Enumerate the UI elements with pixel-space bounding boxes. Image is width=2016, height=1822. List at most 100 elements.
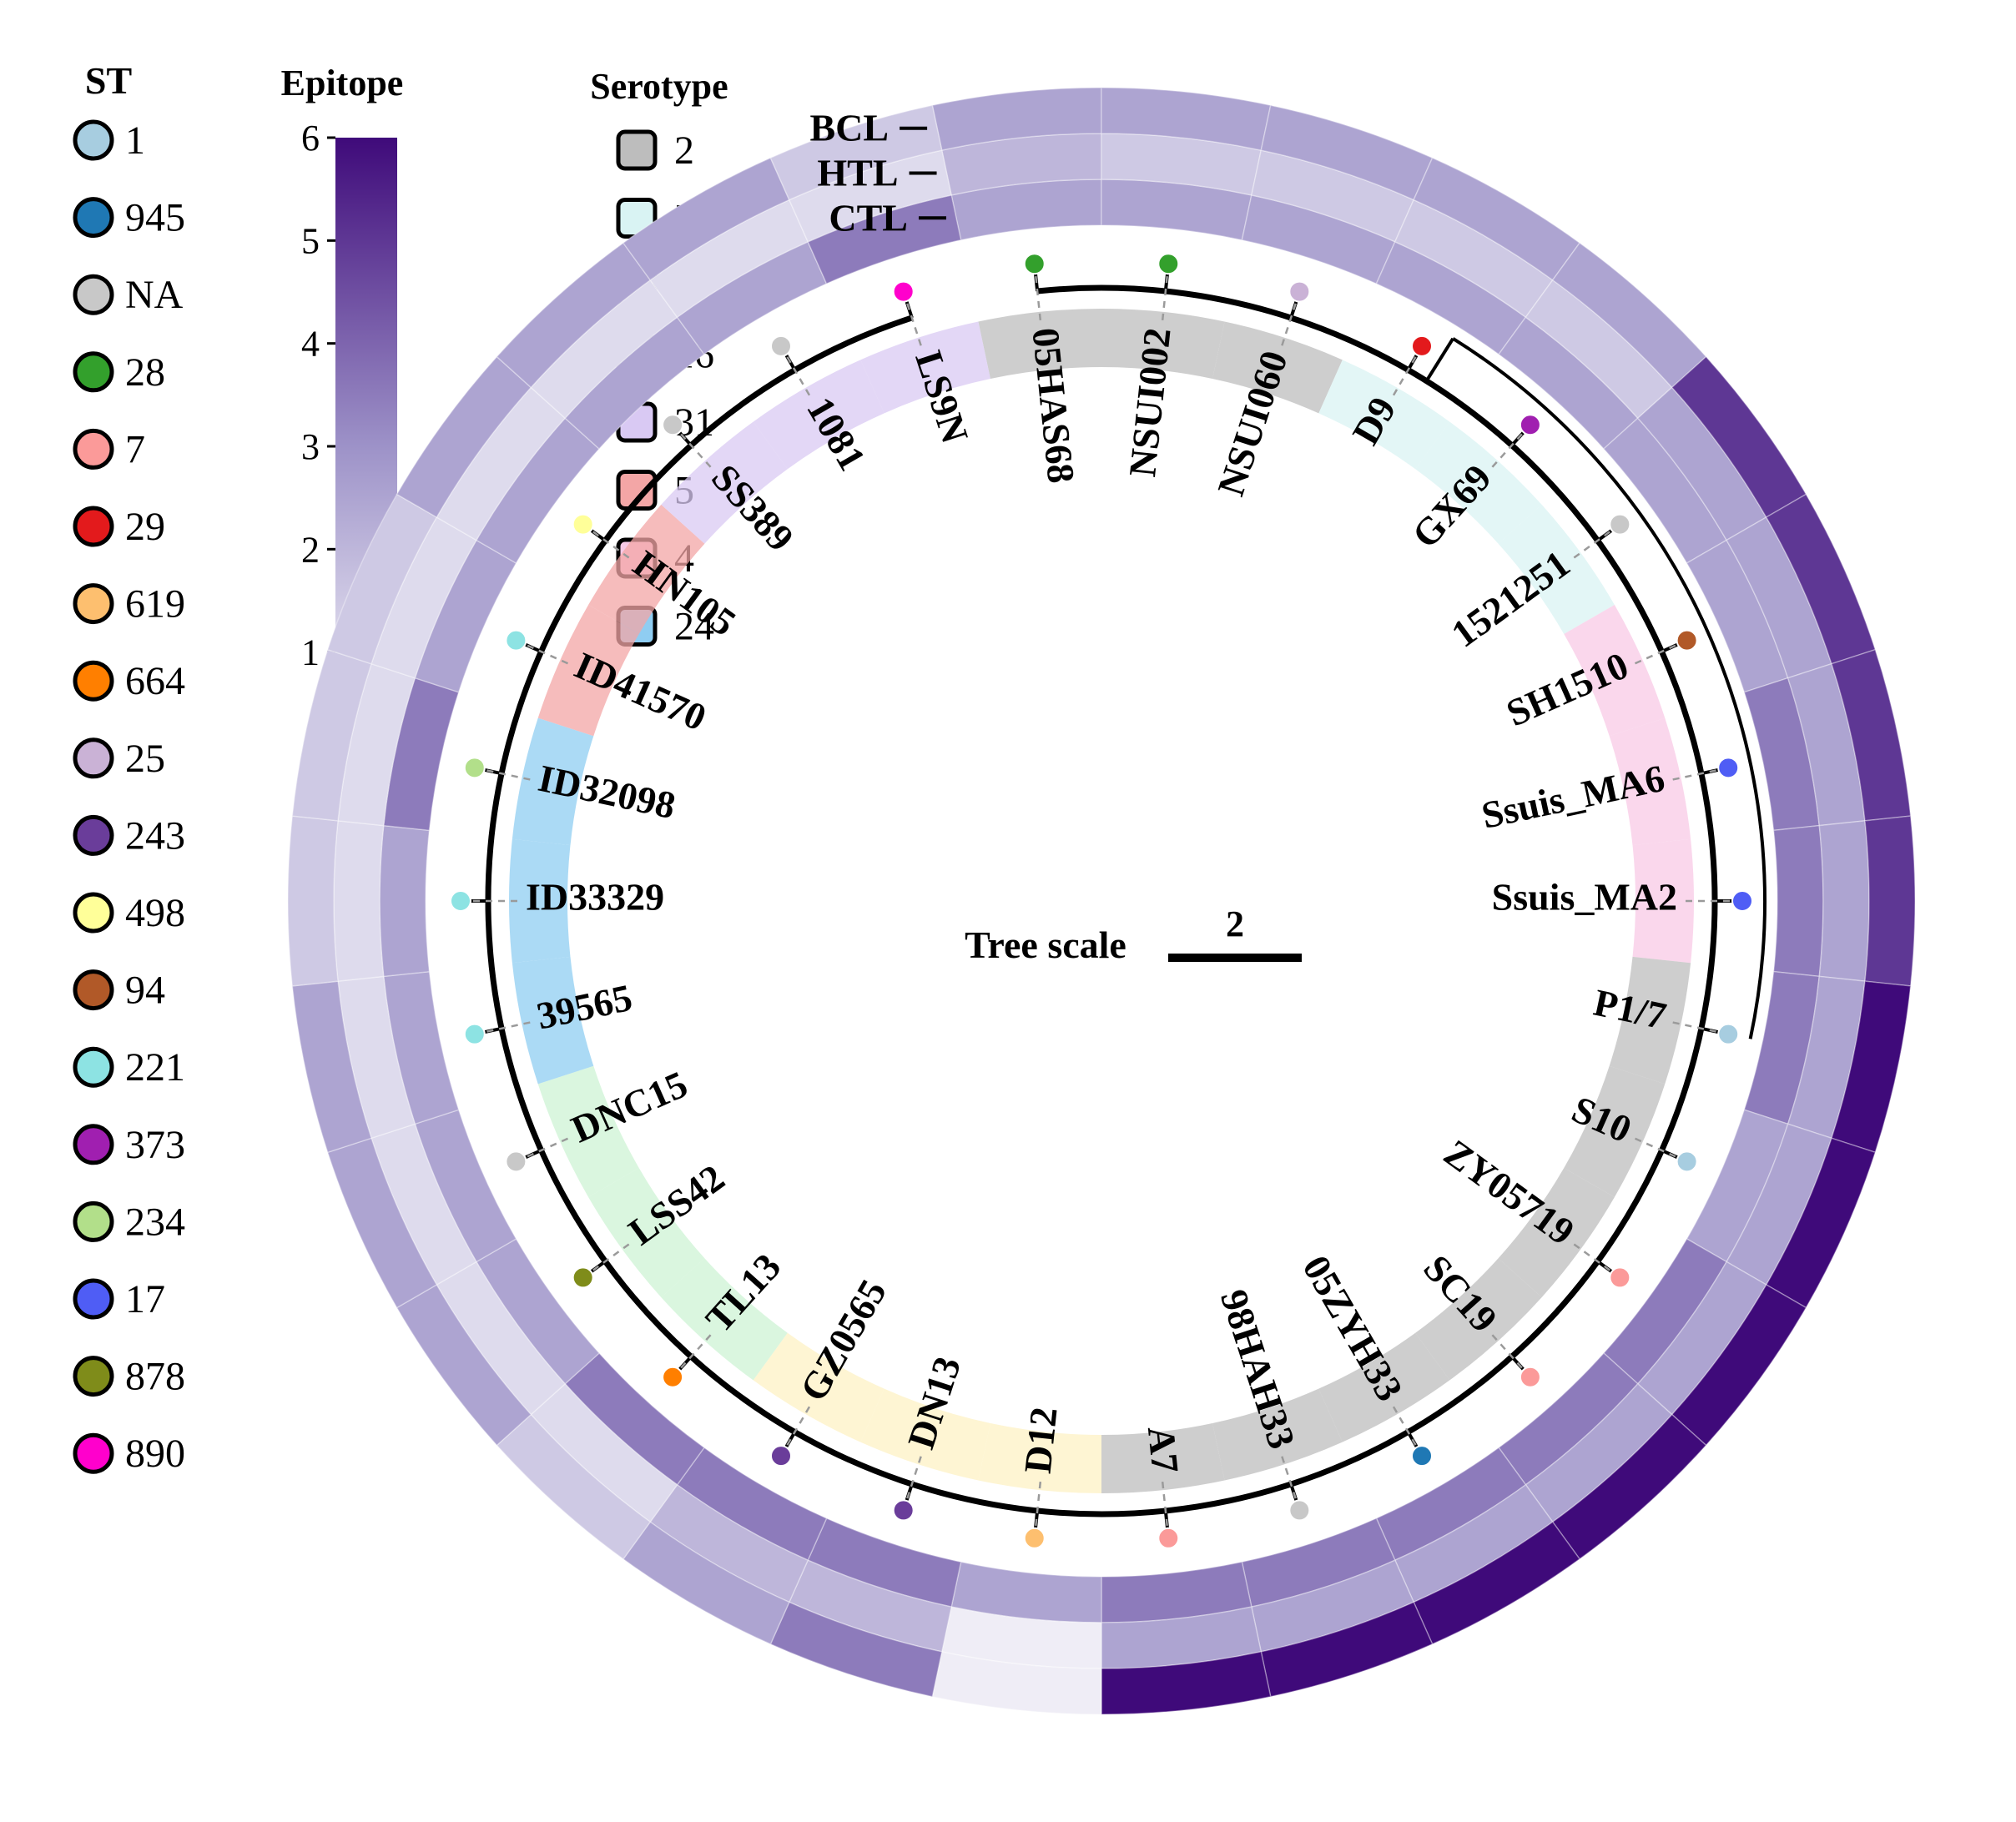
st-legend-marker xyxy=(73,506,114,547)
leader-line xyxy=(1672,1021,1729,1035)
serotype-sector xyxy=(753,360,885,470)
st-marker xyxy=(1157,1527,1180,1549)
epitope-tick-label: 5 xyxy=(301,220,320,261)
ring-label: BCL xyxy=(810,107,890,149)
serotype-sector xyxy=(1318,1332,1450,1442)
st-legend-label: 25 xyxy=(125,737,165,781)
st-legend-marker xyxy=(73,1356,114,1397)
st-legend-item: 234 xyxy=(73,1200,185,1244)
st-legend-title: ST xyxy=(85,59,132,102)
st-marker xyxy=(892,1499,915,1522)
tree-branch xyxy=(1424,337,1454,382)
st-legend-marker xyxy=(73,428,114,470)
st-legend-label: 945 xyxy=(125,196,185,240)
epitope-heat-cell xyxy=(1498,1351,1639,1486)
epitope-heat-cell xyxy=(807,1517,962,1608)
st-legend-marker xyxy=(73,119,114,161)
epitope-tick-label: 3 xyxy=(301,426,320,467)
st-legend-item: 890 xyxy=(73,1432,185,1476)
epitope-tick-label: 4 xyxy=(301,324,320,365)
serotype-sector xyxy=(860,321,990,414)
st-legend-item: 619 xyxy=(73,582,185,627)
leader-lines xyxy=(461,264,1742,1538)
epitope-heat-cell xyxy=(414,1109,517,1263)
st-legend-marker xyxy=(73,969,114,1011)
st-legend-item: 373 xyxy=(73,1123,185,1167)
st-marker xyxy=(1519,414,1541,436)
epitope-heat-cell xyxy=(1686,1109,1789,1263)
serotype-sector xyxy=(1632,838,1694,964)
st-legend-label: 498 xyxy=(125,891,185,935)
epitope-heat-cell xyxy=(1772,824,1824,978)
st-marker xyxy=(1609,1266,1631,1289)
epitope-heat-cell xyxy=(769,104,943,201)
st-legend-item: 221 xyxy=(73,1045,185,1090)
epitope-heat-cell xyxy=(379,824,431,978)
epitope-heat-cell xyxy=(414,539,517,693)
serotype-sector xyxy=(860,1388,990,1481)
serotype-legend-title: Serotype xyxy=(590,66,728,107)
leader-line xyxy=(672,1334,712,1378)
epitope-heat-cell xyxy=(1413,1521,1581,1645)
leader-line xyxy=(515,639,569,665)
st-marker xyxy=(892,280,915,303)
serotype-sector xyxy=(1318,360,1450,470)
tree-scale-value: 2 xyxy=(1226,903,1244,944)
st-legend-item: 7 xyxy=(73,427,145,471)
epitope-heat-cell xyxy=(1671,355,1807,519)
st-marker xyxy=(770,335,792,357)
serotype-legend-label: 2 xyxy=(674,128,694,173)
st-legend-item: 664 xyxy=(73,659,185,703)
leader-line xyxy=(1161,264,1170,320)
st-legend-marker xyxy=(73,814,114,856)
st-marker xyxy=(1717,1023,1740,1045)
st-legend: ST 1 945 NA 28 7 29 619 664 25 243 498 94 221 373 234 1… xyxy=(73,59,185,1476)
st-legend-item: NA xyxy=(73,273,184,317)
epitope-heat-cell xyxy=(1394,199,1554,319)
leader-line xyxy=(1281,291,1301,346)
serotype-sector xyxy=(512,956,594,1085)
epitope-heat-cell xyxy=(1413,157,1581,281)
st-legend-label: 619 xyxy=(125,582,185,627)
st-legend-marker xyxy=(73,351,114,393)
st-marker xyxy=(770,1445,792,1467)
epitope-heat-cell xyxy=(1602,417,1728,565)
st-marker xyxy=(572,1266,594,1289)
epitope-heat-cell xyxy=(337,975,416,1140)
serotype-legend-swatch xyxy=(616,129,658,171)
serotype-sector xyxy=(1101,309,1225,379)
strain-label: Ssuis_MA2 xyxy=(1492,876,1677,919)
serotype-sector xyxy=(1609,717,1691,846)
serotype-sector xyxy=(1212,1388,1343,1481)
leader-line xyxy=(1033,264,1042,320)
strain-label: ID33329 xyxy=(526,876,664,919)
epitope-heat-cell xyxy=(1375,1447,1527,1562)
st-legend-label: 234 xyxy=(125,1200,185,1244)
serotype-sectors xyxy=(509,309,1694,1493)
st-marker xyxy=(1519,1366,1541,1388)
leader-line xyxy=(1161,1482,1170,1538)
epitope-heat-cell xyxy=(649,1483,809,1603)
leader-line xyxy=(902,291,922,346)
strain-label: D12 xyxy=(1016,1405,1066,1475)
st-legend-label: 17 xyxy=(125,1277,165,1321)
tree-scale-label: Tree scale xyxy=(965,924,1126,966)
epitope-heat-cell xyxy=(382,970,460,1125)
epitope-tick-label: 2 xyxy=(301,529,320,570)
st-legend-marker xyxy=(73,1046,114,1088)
leader-line xyxy=(1281,1456,1301,1511)
st-markers xyxy=(450,253,1753,1549)
tree-scale: Tree scale 2 xyxy=(965,903,1302,966)
ring-label: CTL xyxy=(829,196,908,239)
epitope-heat-cell xyxy=(622,157,790,281)
serotype-sector xyxy=(1564,605,1666,737)
st-marker xyxy=(1157,253,1180,275)
st-legend-label: NA xyxy=(125,273,184,317)
epitope-heat-cell xyxy=(333,820,385,982)
serotype-sector xyxy=(588,504,705,634)
epitope-legend-title: Epitope xyxy=(281,63,404,103)
leader-line xyxy=(779,1406,811,1457)
st-marker xyxy=(463,1023,486,1045)
st-marker xyxy=(505,629,527,652)
leader-line xyxy=(1573,1243,1621,1279)
